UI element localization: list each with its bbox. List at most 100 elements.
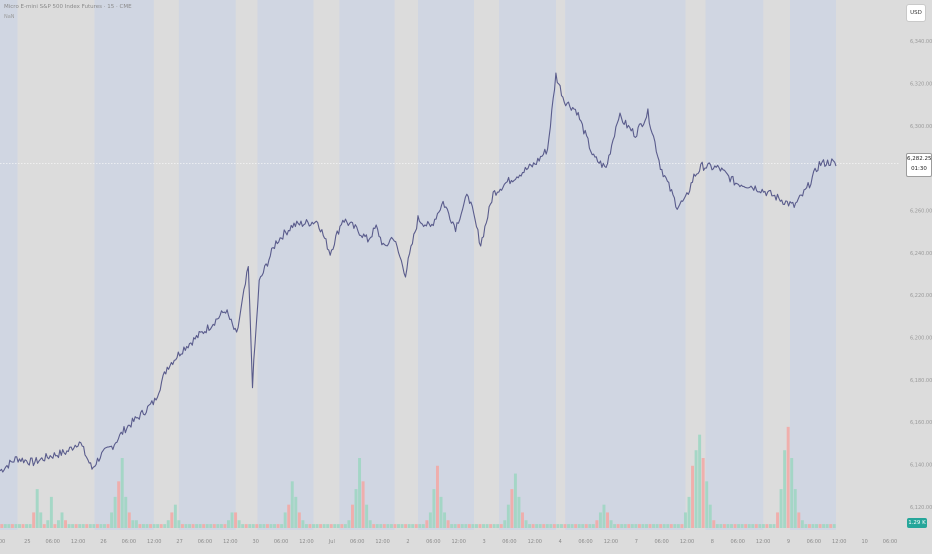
- volume-bar: [489, 524, 493, 528]
- session-band-6: [499, 0, 556, 530]
- volume-bar: [283, 512, 287, 528]
- volume-bar: [227, 520, 230, 528]
- x-tick-label: 10: [861, 539, 867, 545]
- volume-bar: [698, 434, 702, 528]
- volume-bar: [237, 520, 241, 528]
- volume-bar: [170, 512, 174, 528]
- volume-bar: [134, 520, 138, 528]
- volume-bar: [822, 524, 826, 528]
- volume-bar: [273, 524, 277, 528]
- volume-bar: [513, 473, 517, 528]
- volume-bar: [234, 512, 238, 528]
- volume-bar: [506, 504, 510, 528]
- volume-bar: [754, 524, 758, 528]
- volume-bar: [269, 524, 273, 528]
- volume-bar: [56, 520, 60, 528]
- volume-bar: [691, 465, 695, 528]
- x-tick-label: 00: [0, 539, 5, 545]
- volume-bar: [446, 520, 450, 528]
- volume-bar: [14, 524, 18, 528]
- volume-bar: [747, 524, 751, 528]
- session-bands: [0, 0, 836, 530]
- volume-bar: [517, 496, 521, 528]
- volume-bar: [276, 524, 280, 528]
- volume-bar: [645, 524, 648, 528]
- x-tick-label: 30: [253, 539, 259, 545]
- volume-bar: [570, 524, 574, 528]
- volume-bar: [559, 524, 563, 528]
- volume-bar: [216, 524, 220, 528]
- y-tick-label: 6,340.00: [910, 39, 932, 45]
- volume-bar: [609, 520, 613, 528]
- volume-bar: [205, 524, 209, 528]
- price-series: [0, 72, 837, 473]
- volume-bar: [457, 524, 461, 528]
- volume-bar: [499, 524, 503, 528]
- volume-bar: [669, 524, 673, 528]
- volume-bar: [428, 512, 432, 528]
- volume-bar: [361, 481, 365, 528]
- volume-bar: [74, 524, 78, 528]
- volume-bar: [737, 524, 741, 528]
- volume-bar: [336, 524, 340, 528]
- volume-bar: [60, 512, 64, 528]
- volume-bar: [683, 512, 687, 528]
- volume-bar: [198, 524, 202, 528]
- volume-bar: [312, 524, 315, 528]
- volume-bar: [538, 524, 542, 528]
- volume-bar: [740, 524, 744, 528]
- currency-button[interactable]: USD: [906, 4, 926, 22]
- volume-bar: [535, 524, 539, 528]
- volume-bar: [588, 524, 592, 528]
- x-tick-label: 06:00: [122, 539, 136, 545]
- volume-bar: [701, 458, 705, 528]
- volume-bar: [67, 524, 71, 528]
- volume-badge: 1.29 K: [907, 518, 927, 528]
- volume-bar: [350, 504, 354, 528]
- volume-bar: [230, 512, 234, 528]
- volume-bar: [584, 524, 588, 528]
- volume-bar: [365, 504, 369, 528]
- volume-bar: [521, 512, 524, 528]
- x-tick-label: 25: [24, 539, 30, 545]
- volume-bar: [18, 524, 21, 528]
- session-band-0: [0, 0, 18, 530]
- volume-bar: [786, 426, 790, 528]
- y-tick-label: 6,240.00: [910, 251, 932, 257]
- x-tick-label: 06:00: [350, 539, 364, 545]
- x-tick-label: 12:00: [451, 539, 465, 545]
- volume-bar: [159, 524, 163, 528]
- volume-bar: [411, 524, 415, 528]
- volume-bar: [145, 524, 149, 528]
- volume-bar: [436, 465, 439, 528]
- volume-bar: [598, 512, 602, 528]
- y-axis: 6,120.00 6,140.00 6,160.00 6,180.00 6,200.00…: [910, 39, 932, 511]
- volume-bar: [347, 520, 351, 528]
- volume-bar: [315, 524, 319, 528]
- volume-bar: [662, 524, 666, 528]
- volume-bar: [21, 524, 25, 528]
- volume-bar: [779, 489, 783, 528]
- volume-bar: [623, 524, 627, 528]
- x-tick-label: 9: [787, 539, 790, 545]
- volume-bar: [173, 504, 177, 528]
- x-tick-label: 06:00: [426, 539, 440, 545]
- x-tick-label: 06:00: [198, 539, 212, 545]
- volume-bar: [829, 524, 833, 528]
- volume-bar: [460, 524, 464, 528]
- volume-bar: [301, 520, 305, 528]
- x-tick-label: 8: [711, 539, 714, 545]
- volume-bar: [591, 524, 595, 528]
- volume-bar: [641, 524, 645, 528]
- volume-bar: [407, 524, 411, 528]
- volume-bar: [648, 524, 652, 528]
- volume-bar: [124, 496, 128, 528]
- volume-bar: [117, 481, 121, 528]
- volume-bar: [804, 524, 808, 528]
- volume-bar: [248, 524, 252, 528]
- x-tick-label: 12:00: [528, 539, 542, 545]
- volume-bar: [389, 524, 393, 528]
- volume-bar: [524, 520, 528, 528]
